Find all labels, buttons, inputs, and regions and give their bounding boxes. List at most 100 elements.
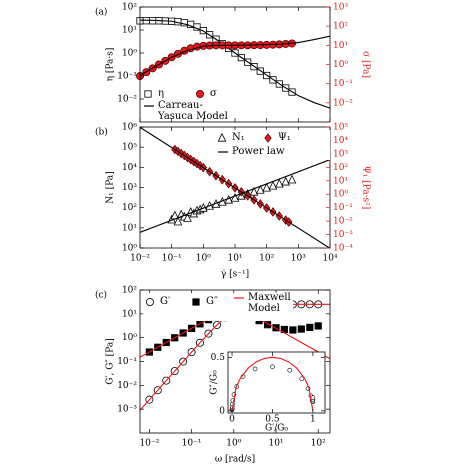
legend-marker <box>217 132 227 142</box>
data-point <box>270 364 275 370</box>
x-axis-label: ω [rad/s] <box>215 455 255 465</box>
x-tick-label: 1 <box>310 415 316 425</box>
y-tick-label: 10⁵ <box>122 143 137 153</box>
y-tick-label: 10² <box>122 3 137 13</box>
data-point <box>289 326 297 334</box>
y-tick-label: 10⁻³ <box>117 405 137 415</box>
y-tick-label: 10³ <box>122 183 137 193</box>
legend-marker <box>145 297 154 306</box>
legend-label: Ψ₁ <box>278 132 291 143</box>
y-tick-label: 10¹ <box>122 26 137 36</box>
y2-tick-label: 10⁻⁴ <box>333 244 353 254</box>
x-tick-label: 10⁻² <box>130 254 150 264</box>
data-point <box>297 325 305 333</box>
y2-tick-label: 10⁴ <box>333 136 348 146</box>
data-point <box>287 367 293 373</box>
y-tick-label: 0 <box>219 406 225 416</box>
y-tick-label: 10⁻² <box>117 381 137 391</box>
legend-label: N₁ <box>232 132 245 143</box>
x-tick-label: 10¹ <box>268 439 283 449</box>
legend-label: η <box>158 88 164 99</box>
x-tick-label: 10¹ <box>227 254 242 264</box>
y-axis-label: η [Pa·s] <box>106 48 116 82</box>
legend-box <box>143 293 293 321</box>
y-tick-label: 10⁴ <box>122 163 137 173</box>
y-tick-label: 10⁻² <box>117 95 137 105</box>
x-tick-label: 10³ <box>291 254 306 264</box>
y2-tick-label: 10³ <box>333 149 348 159</box>
data-point <box>183 213 192 222</box>
model-line <box>140 159 330 233</box>
y2-tick-label: 10⁰ <box>333 190 348 200</box>
y-tick-label: 10⁻¹ <box>117 72 137 82</box>
y-tick-label: 10² <box>122 286 137 296</box>
x-tick-label: 10⁰ <box>196 254 211 264</box>
model-line <box>140 35 330 76</box>
data-point <box>255 184 265 194</box>
data-point <box>306 323 314 331</box>
y2-tick-label: 10⁰ <box>333 60 348 70</box>
legend-label: Carreau-Yasuca Model <box>158 100 228 122</box>
y2-tick-label: 10¹ <box>333 41 348 51</box>
legend-label: G′ <box>160 296 171 307</box>
y-axis-label: G″/G₀ <box>210 370 220 395</box>
y-tick-label: 0.5 <box>211 353 226 363</box>
y-tick-label: 10⁶ <box>122 123 137 133</box>
x-tick-label: 10² <box>311 439 326 449</box>
y-axis-label: N₁ [Pa] <box>106 171 116 203</box>
model-line <box>140 19 330 109</box>
data-point <box>299 376 305 382</box>
x-tick-label: 0 <box>229 415 235 425</box>
x-tick-label: 10⁴ <box>322 254 337 264</box>
legend-marker <box>192 298 200 306</box>
legend-label: Power law <box>232 146 285 157</box>
y-tick-label: 10¹ <box>122 309 137 319</box>
x-tick-label: 10⁻¹ <box>182 439 202 449</box>
y2-tick-label: 10² <box>333 163 348 173</box>
x-tick-label: 10² <box>259 254 274 264</box>
plot-area <box>140 7 330 122</box>
x-tick-label: 0.5 <box>265 415 280 425</box>
y2-tick-label: 10⁻² <box>333 217 353 227</box>
y2-tick-label: 10² <box>333 22 348 32</box>
model-line <box>140 127 330 248</box>
y2-tick-label: 10⁻³ <box>333 230 353 240</box>
y2-tick-label: 10⁻¹ <box>333 203 353 213</box>
data-point <box>268 180 278 190</box>
data-point <box>314 322 322 330</box>
legend-marker <box>264 133 272 143</box>
y2-tick-label: 10⁻² <box>333 98 353 108</box>
data-point <box>230 192 240 202</box>
data-point <box>310 395 316 400</box>
y2-tick-label: 10⁵ <box>333 123 348 133</box>
y-tick-label: 10² <box>122 203 137 213</box>
y-axis-label: G′, G″ [Pa] <box>106 338 116 384</box>
data-point <box>263 321 272 329</box>
y2-tick-label: 10⁻¹ <box>333 79 353 89</box>
data-point <box>274 178 284 188</box>
y2-axis-label: σ [Pa] <box>361 51 371 78</box>
x-tick-label: 10⁻¹ <box>162 254 182 264</box>
y-tick-label: 10⁰ <box>122 333 137 343</box>
data-point <box>173 216 183 226</box>
plot-area <box>228 352 325 413</box>
panel-label: (a) <box>95 7 107 18</box>
y-tick-label: 10⁻¹ <box>117 357 137 367</box>
legend-marker <box>144 90 152 98</box>
legend-box <box>214 130 330 160</box>
model-line <box>231 356 314 411</box>
data-point <box>287 174 297 184</box>
legend-label: σ <box>210 88 217 99</box>
y-tick-label: 10⁰ <box>122 244 137 254</box>
y-tick-label: 10¹ <box>122 223 137 233</box>
panel-label: (c) <box>95 290 107 301</box>
legend-marker <box>195 90 204 99</box>
y2-axis-label: Ψ₁ [Pa·s²] <box>361 166 371 210</box>
plot-frame <box>227 351 326 414</box>
x-axis-label: G′/G₀ <box>265 424 288 434</box>
x-tick-label: 10⁰ <box>226 439 241 449</box>
data-point <box>252 366 258 372</box>
y2-tick-label: 10³ <box>333 3 348 13</box>
